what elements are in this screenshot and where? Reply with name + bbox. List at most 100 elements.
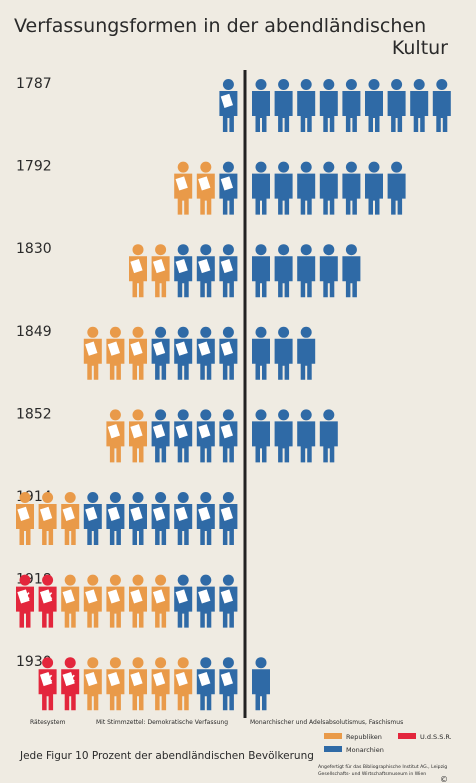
year-label: 1792	[16, 159, 52, 175]
chart-title: Verfassungsformen in der abendländischen	[14, 15, 426, 37]
ballot	[220, 258, 234, 274]
ballot	[107, 341, 121, 356]
figure-head	[155, 244, 167, 256]
group-label: Mit Stimmzettel: Demokratische Verfassun…	[96, 719, 228, 726]
figure-head	[300, 79, 312, 90]
figure-head	[278, 244, 290, 256]
figure	[16, 574, 34, 628]
figure-body	[319, 91, 338, 132]
figure-head	[300, 326, 312, 338]
ballot	[39, 506, 53, 521]
figure	[252, 657, 270, 711]
figure	[252, 409, 270, 463]
figure-body	[342, 91, 361, 132]
figure	[196, 161, 215, 215]
figure-head	[64, 657, 76, 669]
ballot	[152, 258, 166, 274]
unit-note: Jede Figur 10 Prozent der abendländische…	[19, 750, 314, 762]
ballot	[152, 671, 166, 687]
ballot	[62, 506, 75, 521]
figure	[365, 79, 383, 132]
figure	[151, 574, 170, 628]
figure-head	[177, 492, 189, 503]
figure-head	[177, 657, 189, 669]
figure	[151, 244, 170, 298]
ballot	[85, 671, 98, 687]
figure	[274, 326, 293, 380]
figure	[129, 326, 147, 380]
ballot	[107, 589, 121, 604]
figure-head	[155, 492, 167, 503]
figure	[219, 79, 238, 132]
ballot	[220, 93, 234, 108]
figure-body	[319, 421, 338, 463]
figure	[319, 244, 338, 298]
figure-head	[345, 161, 357, 173]
hammer	[21, 592, 30, 602]
figure-head	[87, 574, 99, 586]
figure	[219, 409, 238, 463]
figure-head	[222, 244, 234, 256]
year-label: 1930	[16, 654, 52, 670]
sickle	[19, 591, 30, 601]
figure-head	[436, 79, 448, 90]
chart-title: Kultur	[392, 37, 448, 59]
figure	[174, 244, 193, 298]
figure	[61, 492, 80, 545]
figure	[174, 492, 193, 545]
ballot	[152, 424, 166, 439]
figure-body	[297, 91, 316, 132]
figure	[129, 657, 147, 711]
figure-head	[177, 409, 189, 421]
figure-head	[132, 326, 144, 338]
figure-head	[368, 79, 380, 90]
figure	[252, 244, 270, 298]
figure-body	[432, 91, 451, 132]
figure-body	[342, 256, 361, 298]
figure	[274, 244, 293, 298]
figure-body	[274, 173, 293, 215]
figure	[174, 409, 193, 463]
figure-head	[345, 79, 357, 90]
hammer	[43, 674, 53, 684]
legend-label: Monarchien	[346, 746, 384, 754]
figure	[219, 161, 238, 215]
figure-body	[252, 338, 270, 380]
figure	[174, 161, 193, 215]
figure-body	[365, 173, 383, 215]
figure-head	[278, 161, 290, 173]
figure-head	[200, 409, 212, 421]
figure-head	[200, 244, 212, 256]
figure	[61, 657, 80, 711]
ballot	[220, 176, 234, 191]
figure-body	[274, 338, 293, 380]
figure-head	[87, 657, 99, 669]
sickle	[64, 673, 75, 683]
figure-head	[300, 244, 312, 256]
figure-head	[132, 657, 144, 669]
figure	[151, 657, 170, 711]
ballot	[152, 341, 166, 356]
figure	[106, 574, 125, 628]
ballot	[175, 671, 188, 687]
credit: Angefertigt für das Bibliographische Ins…	[318, 764, 447, 770]
legend-swatch	[324, 733, 342, 739]
ballot	[130, 424, 143, 439]
figure	[106, 657, 125, 711]
figure-head	[200, 326, 212, 338]
figure	[151, 326, 170, 380]
figure-head	[200, 657, 212, 669]
figure-head	[200, 574, 212, 586]
group-label: Monarchischer und Adelsabsolutismus, Fas…	[250, 719, 403, 726]
figure-body	[274, 91, 293, 132]
ballot	[152, 589, 166, 604]
figure	[274, 409, 293, 463]
figure-head	[222, 574, 234, 586]
figure	[274, 161, 293, 215]
figure	[196, 326, 215, 380]
figure	[129, 574, 147, 628]
figure-body	[252, 421, 270, 463]
ballot	[198, 341, 211, 356]
